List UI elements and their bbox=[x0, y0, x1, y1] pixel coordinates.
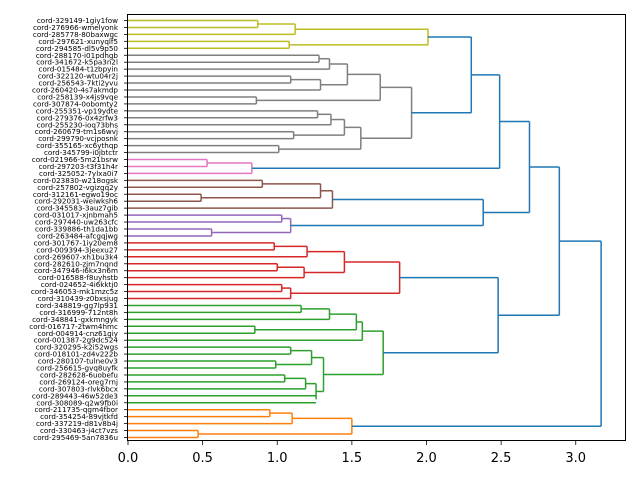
leaf-label: cord-345583-3auz7gib bbox=[37, 204, 119, 213]
leaf-label: cord-288170-i01pdhgb bbox=[36, 51, 119, 60]
x-tick-label: 1.0 bbox=[267, 451, 288, 466]
leaf-label: cord-260420-4s7akmdp bbox=[32, 86, 118, 95]
leaf-label: cord-279376-0x4zrfw3 bbox=[37, 113, 118, 122]
leaf-label: cord-282610-zjm7nqnd bbox=[34, 259, 118, 268]
leaf-label: cord-269124-oreg7rnj bbox=[39, 377, 118, 386]
leaf-label: cord-346053-mk1mzc5z bbox=[31, 287, 118, 296]
leaf-label: cord-322120-wtu04r2j bbox=[38, 72, 118, 81]
leaf-label: cord-308089-q2w9fb0i bbox=[36, 398, 118, 407]
leaf-label: cord-348841-gxkmngyk bbox=[32, 315, 119, 324]
leaf-label: cord-295469-5an7836u bbox=[33, 433, 118, 442]
leaf-label: cord-325052-7ylxa0i7 bbox=[39, 169, 118, 178]
plot-frame bbox=[127, 14, 626, 441]
leaf-label: cord-282628-6uobefu bbox=[40, 370, 118, 379]
leaf-label: cord-347946-i6kx3n6m bbox=[34, 266, 118, 275]
leaf-label: cord-320295-k2i52wgs bbox=[36, 343, 119, 352]
leaf-label: cord-255351-vp19ydte bbox=[36, 106, 119, 115]
leaf-label: cord-339886-th1da1bb bbox=[35, 225, 118, 234]
leaf-label: cord-316999-712nt8h bbox=[39, 308, 118, 317]
leaf-label: cord-329149-1giy1fow bbox=[37, 16, 118, 25]
leaf-label: cord-024652-4i6kktj0 bbox=[41, 280, 119, 289]
leaf-label: cord-016588-f8uyhstb bbox=[38, 273, 118, 282]
x-tick-label: 0.5 bbox=[192, 451, 213, 466]
x-tick-label: 1.5 bbox=[342, 451, 363, 466]
leaf-label: cord-337219-d81v8b4j bbox=[36, 419, 118, 428]
leaf-label: cord-310439-z0bxsjug bbox=[38, 294, 118, 303]
leaf-label: cord-015484-t1zbpyin bbox=[39, 65, 118, 74]
leaf-label: cord-256543-7kti2yvu bbox=[38, 79, 118, 88]
leaf-label: cord-307874-0obomty2 bbox=[33, 99, 118, 108]
leaf-label: cord-299790-vcjposnk bbox=[38, 134, 119, 143]
leaf-label: cord-280107-tulne0v3 bbox=[38, 357, 118, 366]
leaf-label: cord-307803-rlvk6bcx bbox=[39, 384, 119, 393]
leaf-label: cord-297621-xunyqlf5 bbox=[38, 37, 118, 46]
leaf-label: cord-004914-cnz61giy bbox=[37, 329, 118, 338]
leaf-label: cord-023830-w218ogsk bbox=[33, 176, 119, 185]
leaf-label: cord-355165-xc6ythqp bbox=[36, 141, 118, 150]
leaf-label: cord-009394-3jeexu27 bbox=[36, 245, 118, 254]
leaf-label: cord-292031-weiwksh6 bbox=[34, 197, 118, 206]
leaf-label: cord-330463-j4ct7vzs bbox=[40, 426, 118, 435]
dendrogram-links bbox=[128, 19, 602, 439]
leaf-label: cord-297440-uw263cfc bbox=[35, 218, 118, 227]
leaf-label: cord-018101-zd4v222b bbox=[34, 350, 118, 359]
leaf-label: cord-341672-k5pa3n2l bbox=[36, 58, 118, 67]
leaf-label: cord-269607-xh1bu3k4 bbox=[34, 252, 119, 261]
leaf-label: cord-257802-vgizgq2y bbox=[37, 183, 118, 192]
x-tick-label: 2.0 bbox=[416, 451, 437, 466]
x-tick-label: 2.5 bbox=[491, 451, 512, 466]
leaf-label: cord-263484-afcgqjwg bbox=[37, 231, 118, 240]
leaf-label: cord-260679-tm1s6wvj bbox=[35, 127, 118, 136]
leaf-label: cord-016717-2twm4hmc bbox=[29, 322, 118, 331]
leaf-label: cord-285778-80baxwgc bbox=[33, 30, 118, 39]
leaf-label: cord-258139-x4js9vqe bbox=[37, 92, 118, 101]
leaf-label: cord-021966-5m21bsrw bbox=[32, 155, 118, 164]
leaf-label: cord-312161-egwo19oc bbox=[33, 190, 118, 199]
leaf-label: cord-294585-dl5v9p50 bbox=[36, 44, 118, 53]
leaf-label: cord-256615-gvq8uyfk bbox=[36, 364, 119, 373]
x-tick-label: 0.0 bbox=[118, 451, 139, 466]
leaf-label: cord-031017-xjnbmah5 bbox=[34, 211, 118, 220]
leaf-label: cord-255230-ioq73bhs bbox=[37, 120, 119, 129]
leaf-label: cord-001387-2g9dc524 bbox=[34, 336, 119, 345]
leaf-label: cord-345799-i0jbtctr bbox=[44, 148, 118, 157]
leaf-label: cord-289443-46w52de3 bbox=[32, 391, 118, 400]
leaf-label: cord-211735-qgm4fbor bbox=[34, 405, 118, 414]
leaf-label: cord-301767-1iy20em8 bbox=[34, 238, 119, 247]
leaf-labels: cord-329149-1giy1fowcord-276966-wmelyonk… bbox=[29, 16, 128, 442]
leaf-label: cord-348819-gg7lp931 bbox=[36, 301, 118, 310]
leaf-label: cord-297203-t3f31h4r bbox=[38, 162, 118, 171]
leaf-label: cord-276966-wmelyonk bbox=[33, 23, 119, 32]
leaf-label: cord-354254-89vjtkfd bbox=[40, 412, 118, 421]
x-tick-label: 3.0 bbox=[565, 451, 586, 466]
x-axis-ticks: 0.0 0.5 1.0 1.5 2.0 2.5 3.0 bbox=[118, 441, 586, 466]
